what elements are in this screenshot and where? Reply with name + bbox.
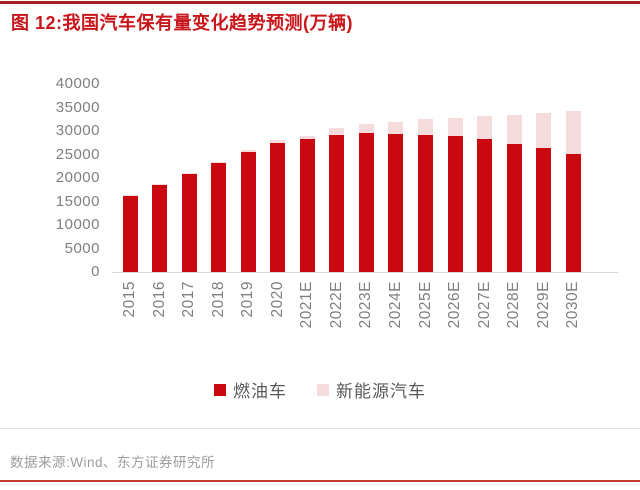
x-axis-tick-label: 2017	[180, 281, 198, 318]
bar-segment-fuel	[270, 142, 286, 272]
legend-label-nev: 新能源汽车	[336, 382, 426, 401]
y-axis-tick-label: 20000	[55, 169, 100, 186]
footer-divider	[0, 428, 640, 429]
y-axis-tick-label: 15000	[55, 192, 100, 210]
bar-segment-fuel	[388, 133, 404, 272]
x-axis-tick-label: 2025E	[416, 281, 434, 329]
bar-segment-fuel	[152, 184, 168, 272]
bar-segment-fuel	[122, 194, 138, 272]
legend-label-fuel: 燃油车	[233, 382, 287, 401]
x-axis-tick-label: 2024E	[386, 281, 404, 329]
x-axis-tick-label: 2016	[150, 281, 168, 318]
y-axis-tick-label: 30000	[55, 122, 100, 139]
bar-segment-nev	[506, 115, 522, 145]
bar-segment-fuel	[240, 152, 256, 272]
bar-segment-nev	[388, 121, 404, 134]
bar-segment-nev	[536, 112, 552, 149]
x-axis-tick-label: 2022E	[327, 281, 345, 329]
legend-swatch-fuel	[214, 383, 226, 396]
x-axis-tick-label: 2019	[239, 281, 257, 318]
legend-swatch-nev	[317, 383, 329, 396]
x-axis-tick-label: 2018	[209, 281, 227, 318]
bar-segment-nev	[270, 140, 286, 143]
x-axis-tick-label: 2030E	[564, 281, 582, 329]
bar-segment-fuel	[447, 136, 463, 272]
bar-segment-fuel	[565, 153, 581, 272]
bar-segment-fuel	[181, 173, 197, 272]
bar-segment-fuel	[299, 138, 315, 272]
bar-segment-nev	[240, 150, 256, 153]
bar-chart: 0 5000 10000 15000 20000 25000 30000 35000 40000…	[55, 75, 618, 329]
x-axis-line	[112, 272, 618, 273]
x-axis-tick-label: 2015	[121, 281, 138, 318]
bottom-rule	[0, 480, 640, 482]
bar-segment-nev	[447, 117, 463, 137]
bar-segment-nev	[181, 172, 197, 174]
bar-segment-nev	[329, 128, 345, 136]
figure-title: 图 12:我国汽车保有量变化趋势预测(万辆)	[11, 13, 354, 33]
x-axis-tick-label: 2021E	[298, 281, 316, 329]
chart-legend: 燃油车 新能源汽车	[0, 377, 640, 402]
bar-segment-nev	[358, 123, 374, 133]
legend-item-fuel: 燃油车	[214, 377, 287, 402]
y-axis-tick-label: 35000	[55, 98, 100, 116]
x-axis-tick-label: 2028E	[505, 281, 523, 329]
bar-segment-nev	[477, 116, 493, 139]
x-axis-tick-label: 2027E	[475, 281, 493, 329]
y-axis-tick-label: 5000	[64, 239, 100, 257]
x-axis-tick-label: 2020	[268, 281, 286, 318]
y-axis-tick-label: 40000	[55, 75, 100, 92]
bar-segment-fuel	[506, 144, 522, 272]
bar-segment-fuel	[329, 135, 345, 272]
bar-segment-fuel	[211, 163, 227, 272]
y-axis-tick-label: 25000	[55, 145, 100, 163]
bar-segment-nev	[565, 111, 581, 154]
bar-segment-fuel	[536, 148, 552, 272]
x-axis-tick-label: 2026E	[446, 281, 464, 329]
x-axis-tick-label: 2023E	[357, 281, 375, 329]
legend-item-nev: 新能源汽车	[317, 377, 426, 402]
y-axis-tick-label: 10000	[55, 216, 100, 233]
bar-segment-nev	[211, 162, 227, 164]
bar-segment-fuel	[477, 138, 493, 272]
x-axis-tick-label: 2029E	[534, 281, 552, 329]
bar-segment-fuel	[358, 132, 374, 272]
source-note: 数据来源:Wind、东方证券研究所	[10, 455, 216, 470]
bar-segment-nev	[418, 119, 433, 136]
bar-segment-nev	[299, 136, 315, 139]
y-axis-tick-label: 0	[91, 263, 100, 280]
bar-segment-fuel	[418, 135, 433, 272]
top-rule	[0, 1, 640, 4]
